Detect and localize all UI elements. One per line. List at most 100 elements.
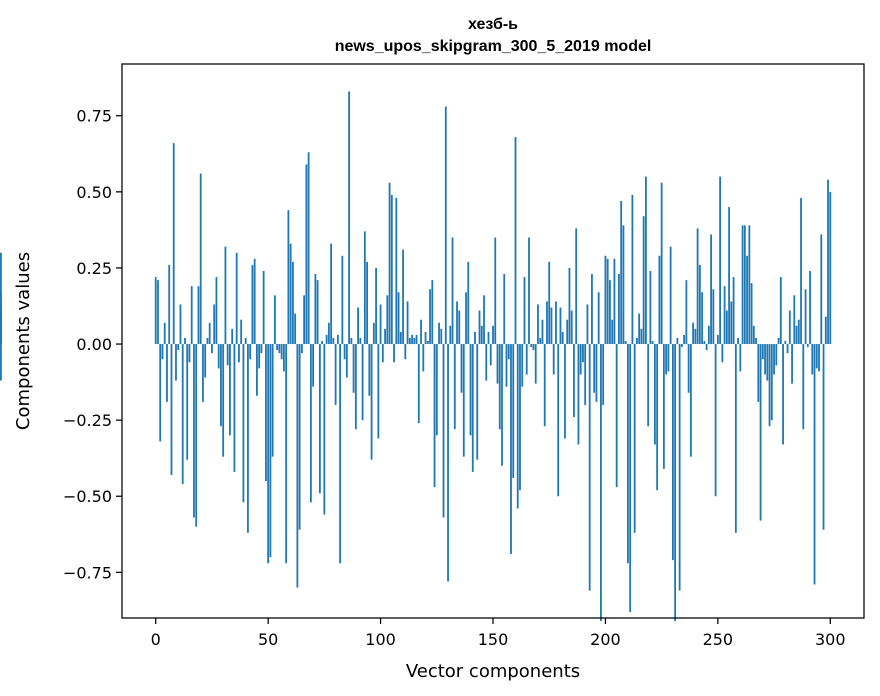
bar-265 — [750, 283, 753, 345]
bar-11 — [179, 304, 182, 345]
bar-241 — [696, 228, 699, 345]
bar-80 — [334, 344, 337, 405]
y-tick-label: 0.25 — [76, 259, 112, 278]
bar-75 — [323, 344, 326, 515]
bar-81 — [336, 334, 339, 345]
bar-300 — [829, 191, 832, 345]
chart-subtitle: news_upos_skipgram_300_5_2019 model — [335, 38, 652, 55]
bar-162 — [519, 344, 521, 491]
bar-30 — [222, 344, 225, 457]
bar-137 — [462, 344, 465, 457]
bar-217 — [642, 216, 645, 345]
bar-1 — [157, 280, 159, 345]
bar-157 — [507, 344, 510, 360]
bar-130 — [447, 344, 449, 582]
bar-163 — [521, 344, 524, 387]
bar-262 — [743, 225, 746, 345]
bar-29 — [220, 344, 222, 427]
bar-227 — [665, 344, 668, 375]
bar-214 — [636, 337, 638, 345]
bar-251 — [719, 176, 721, 345]
bar-171 — [539, 337, 542, 345]
bar-90 — [357, 307, 359, 345]
bar-148 — [487, 331, 490, 345]
chart-title: хезб-ь — [468, 16, 518, 33]
bar-35 — [233, 344, 236, 472]
bar-231 — [674, 344, 677, 622]
bar-172 — [541, 319, 544, 345]
bar-55 — [278, 344, 281, 354]
bar-6 — [168, 264, 171, 345]
bar-280 — [784, 341, 787, 345]
bar-256 — [730, 301, 733, 345]
bar-296 — [820, 234, 823, 345]
bar-14 — [186, 344, 189, 460]
bar-63 — [296, 344, 299, 588]
bar-74 — [321, 341, 324, 345]
bar-284 — [793, 295, 796, 345]
bar-93 — [363, 231, 366, 345]
bar-98 — [375, 267, 377, 345]
bar-167 — [530, 344, 533, 348]
y-tick-label: −0.25 — [63, 411, 112, 430]
bar-16 — [190, 286, 193, 345]
bar-138 — [465, 292, 467, 345]
bar-102 — [384, 328, 386, 345]
bar-61 — [291, 261, 294, 345]
bar-109 — [399, 331, 402, 345]
bar-34 — [231, 328, 234, 345]
bar-285 — [795, 325, 798, 345]
bar-191 — [584, 344, 587, 405]
bar-226 — [662, 344, 665, 469]
bar-236 — [685, 280, 688, 345]
bar-210 — [627, 344, 629, 564]
bar-26 — [213, 304, 216, 345]
bar-105 — [390, 194, 393, 345]
bar-269 — [759, 344, 762, 521]
bar-158 — [510, 344, 512, 555]
bar-112 — [406, 301, 409, 345]
bar-268 — [757, 344, 760, 402]
bar-299 — [827, 179, 829, 345]
bar-106 — [393, 344, 395, 363]
bar-9 — [175, 344, 177, 381]
bar-264 — [748, 225, 751, 345]
bar-60 — [289, 243, 292, 345]
bar-254 — [725, 310, 728, 345]
bar-89 — [354, 344, 357, 430]
bar-153 — [498, 344, 501, 430]
bar-175 — [548, 261, 551, 345]
bar-225 — [660, 182, 663, 345]
bar-187 — [575, 228, 578, 345]
bar-237 — [687, 344, 690, 393]
bar-273 — [768, 344, 771, 427]
bar-188 — [577, 344, 580, 445]
bar-undefined — [0, 334, 2, 345]
bar-50 — [267, 344, 270, 564]
bar-88 — [352, 344, 355, 393]
bar-51 — [269, 344, 272, 558]
bar-298 — [824, 316, 827, 345]
bar-275 — [773, 344, 775, 375]
bar-169 — [534, 344, 537, 384]
bar-239 — [692, 322, 695, 345]
bar-46 — [258, 344, 261, 369]
bar-282 — [788, 310, 791, 345]
bar-129 — [444, 106, 447, 345]
bar-118 — [420, 319, 422, 345]
bar-180 — [559, 307, 562, 345]
bar-250 — [716, 334, 719, 345]
bar-240 — [694, 328, 697, 345]
bar-47 — [260, 344, 263, 354]
bar-122 — [429, 289, 431, 345]
bar-40 — [244, 337, 247, 345]
bar-140 — [469, 344, 472, 436]
y-tick-label: −0.50 — [63, 487, 112, 506]
bar-71 — [314, 274, 317, 345]
bar-69 — [309, 344, 312, 503]
bar-197 — [597, 292, 600, 345]
bar-263 — [746, 255, 748, 345]
bar-95 — [368, 344, 371, 396]
bar-174 — [546, 301, 548, 345]
